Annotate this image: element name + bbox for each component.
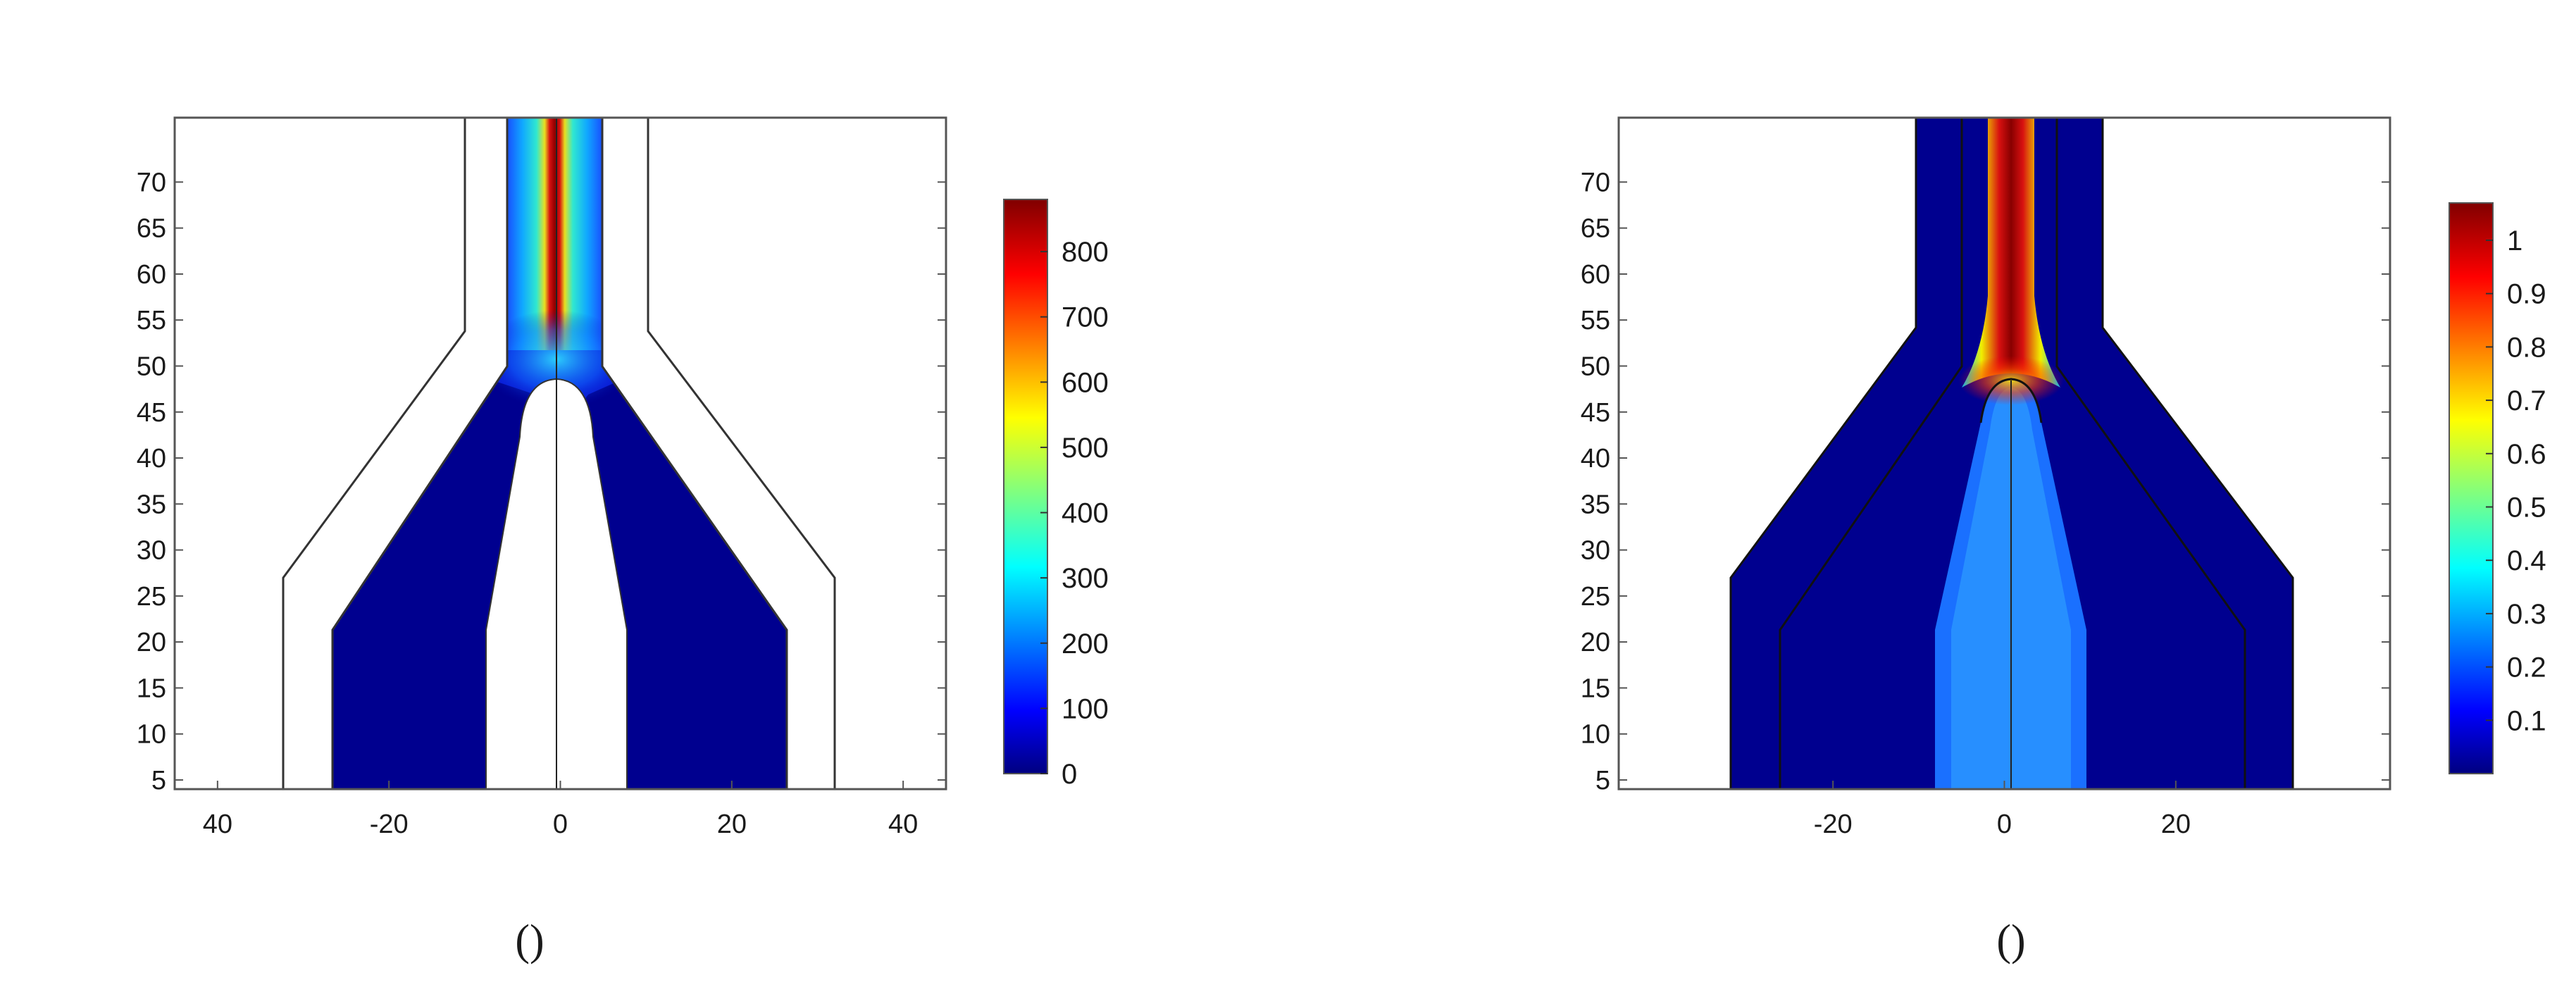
y-tick-label: 65 (137, 214, 166, 244)
colorbar-tick-label: 0.1 (2507, 705, 2546, 736)
y-tick-label: 30 (1581, 536, 1610, 566)
panel-b: 5 10 15 20 25 30 35 40 45 50 55 60 65 70 -20 0 20 () 0.… (1581, 116, 2546, 965)
panel-a-anode-wall-left (282, 118, 509, 789)
panel-a-colorbar (1003, 199, 1048, 774)
y-tick-label: 35 (137, 490, 166, 519)
y-tick-label: 70 (137, 168, 166, 197)
panel-a-anode-wall-right (601, 118, 836, 789)
colorbar-tick-label: 0.8 (2507, 332, 2546, 363)
y-tick-label: 65 (1581, 214, 1610, 244)
y-tick-label: 25 (1581, 582, 1610, 612)
panel-b-y-ticks: 5 10 15 20 25 30 35 40 45 50 55 60 65 70 (1581, 168, 2390, 795)
y-tick-label: 10 (1581, 720, 1610, 750)
panel-a-plot-area (282, 118, 836, 789)
colorbar-tick-label: 0.6 (2507, 439, 2546, 470)
panel-b-x-ticks: -20 0 20 (1814, 781, 2191, 839)
y-tick-label: 35 (1581, 490, 1610, 519)
y-tick-label: 60 (1581, 260, 1610, 290)
colorbar-tick-label: 100 (1062, 693, 1109, 724)
panel-b-label: () (1996, 917, 2025, 965)
colorbar-tick-label: 0 (1062, 759, 1077, 790)
x-tick-label: 20 (717, 810, 747, 839)
y-tick-label: 55 (137, 306, 166, 335)
colorbar-tick-label: 500 (1062, 433, 1109, 464)
y-tick-label: 15 (137, 674, 166, 703)
colorbar-tick-label: 300 (1062, 563, 1109, 594)
panel-b-cathode-tip-outline (1979, 378, 2043, 423)
x-tick-label: 40 (888, 810, 918, 839)
y-tick-label: 25 (137, 582, 166, 612)
y-tick-label: 40 (1581, 444, 1610, 473)
y-tick-label: 50 (1581, 352, 1610, 381)
panel-a-y-ticks: 5 10 15 20 25 30 35 40 45 50 55 60 65 70 (137, 168, 946, 795)
colorbar-tick-label: 0.5 (2507, 492, 2546, 523)
colorbar-tick-label: 700 (1062, 302, 1109, 333)
colorbar-tick-label: 1 (2507, 225, 2522, 256)
y-tick-label: 45 (137, 398, 166, 428)
x-tick-label: 0 (1997, 810, 2012, 839)
y-tick-label: 55 (1581, 306, 1610, 335)
colorbar-tick-label: 0.3 (2507, 599, 2546, 630)
y-tick-label: 45 (1581, 398, 1610, 428)
colorbar-tick-label: 0.7 (2507, 385, 2546, 416)
panel-b-inner-boundary (1779, 118, 2246, 789)
y-tick-label: 15 (1581, 674, 1610, 703)
x-tick-label: -20 (1814, 810, 1853, 839)
y-tick-label: 30 (137, 536, 166, 566)
panel-b-plot-area (1729, 118, 2294, 789)
panel-b-arc-core (1962, 118, 2060, 388)
y-tick-label: 20 (137, 628, 166, 657)
colorbar-tick-label: 0.2 (2507, 652, 2546, 683)
y-tick-label: 70 (1581, 168, 1610, 197)
panel-a-x-ticks: 40 -20 0 20 40 (203, 781, 918, 839)
y-tick-label: 10 (137, 720, 166, 750)
colorbar-tick-label: 0.4 (2507, 545, 2546, 576)
x-tick-label: 0 (553, 810, 568, 839)
x-tick-label: -20 (370, 810, 409, 839)
panel-a-colorbar-ticks: 0 100 200 300 400 500 600 700 800 (1040, 237, 1109, 790)
panel-b-colorbar-ticks: 0.1 0.2 0.3 0.4 0.5 0.6 0.7 0.8 0.9 1 (2486, 225, 2546, 736)
y-tick-label: 20 (1581, 628, 1610, 657)
y-tick-label: 60 (137, 260, 166, 290)
colorbar-tick-label: 800 (1062, 237, 1109, 268)
x-tick-label: 40 (203, 810, 232, 839)
colorbar-tick-label: 600 (1062, 367, 1109, 398)
colorbar-tick-label: 0.9 (2507, 279, 2546, 310)
colorbar-tick-label: 200 (1062, 628, 1109, 659)
panel-a-label: () (515, 917, 544, 965)
colorbar-tick-label: 400 (1062, 498, 1109, 529)
y-tick-label: 40 (137, 444, 166, 473)
y-tick-label: 50 (137, 352, 166, 381)
x-tick-label: 20 (2161, 810, 2191, 839)
y-tick-label: 5 (1595, 766, 1610, 795)
panel-a: 5 10 15 20 25 30 35 40 45 50 55 60 65 70 40 -20 0 20 40 (… (137, 116, 1109, 965)
panel-b-colorbar (2449, 202, 2494, 774)
y-tick-label: 5 (151, 766, 166, 795)
